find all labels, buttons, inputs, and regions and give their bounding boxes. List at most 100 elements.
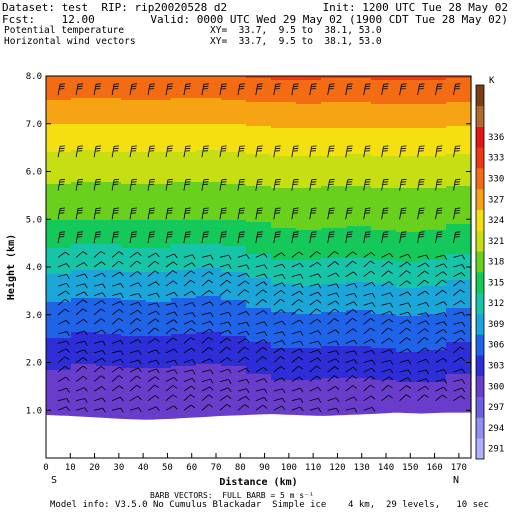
wind-barb <box>93 178 102 191</box>
theta-fill-cell <box>371 176 397 179</box>
theta-fill-cell <box>296 320 322 323</box>
theta-fill-cell <box>271 208 297 211</box>
theta-fill-cell <box>121 310 147 313</box>
theta-fill-cell <box>246 192 272 195</box>
theta-fill-cell <box>271 160 297 163</box>
theta-fill-cell <box>46 132 72 135</box>
wind-barb <box>183 359 196 364</box>
theta-fill-cell <box>246 128 272 131</box>
wind-barb <box>327 145 335 158</box>
theta-fill-cell <box>346 198 372 201</box>
theta-fill-cell <box>271 116 297 119</box>
wind-barb <box>201 358 214 363</box>
theta-fill-cell <box>321 136 347 139</box>
theta-fill-cell <box>221 368 247 371</box>
theta-fill-cell <box>296 142 322 145</box>
wind-barb <box>201 337 214 344</box>
theta-fill-cell <box>121 232 147 235</box>
theta-fill-cell <box>221 224 247 227</box>
theta-fill-cell <box>296 84 322 87</box>
theta-fill-cell <box>146 316 172 319</box>
theta-fill-cell <box>246 412 272 415</box>
theta-fill-cell <box>446 296 472 299</box>
theta-fill-cell <box>271 344 297 347</box>
theta-fill-cell <box>46 252 72 255</box>
theta-fill-cell <box>296 390 322 393</box>
theta-fill-cell <box>371 258 397 261</box>
theta-fill-cell <box>446 340 472 343</box>
theta-fill-cell <box>171 104 197 107</box>
theta-fill-cell <box>146 84 172 87</box>
theta-fill-cell <box>296 318 322 321</box>
theta-fill-cell <box>71 112 97 115</box>
theta-fill-cell <box>371 386 397 389</box>
theta-fill-cell <box>321 408 347 411</box>
wind-barb <box>183 385 196 392</box>
theta-fill-cell <box>146 136 172 139</box>
theta-fill-cell <box>321 246 347 249</box>
theta-fill-cell <box>371 332 397 335</box>
theta-fill-cell <box>371 302 397 305</box>
theta-fill-cell <box>371 222 397 225</box>
theta-fill-cell <box>46 388 72 391</box>
theta-fill-cell <box>421 280 447 283</box>
theta-fill-cell <box>346 254 372 257</box>
theta-fill-cell <box>71 118 97 121</box>
wind-barb <box>147 302 160 308</box>
theta-fill-cell <box>96 416 122 419</box>
wind-barb <box>273 298 285 306</box>
theta-fill-cell <box>271 382 297 385</box>
theta-fill-cell <box>421 90 447 93</box>
theta-fill-cell <box>246 314 272 317</box>
theta-fill-cell <box>221 244 247 247</box>
wind-barb <box>309 231 317 244</box>
theta-fill-cell <box>96 100 122 103</box>
wind-barb <box>237 231 245 244</box>
theta-fill-cell <box>96 324 122 327</box>
theta-fill-cell <box>346 318 372 321</box>
wind-barb <box>75 349 88 355</box>
theta-fill-cell <box>371 360 397 363</box>
theta-fill-cell <box>246 368 272 371</box>
wind-barb <box>435 357 448 363</box>
theta-fill-cell <box>346 362 372 365</box>
theta-fill-cell <box>396 158 422 161</box>
wind-barb <box>345 339 358 345</box>
theta-fill-cell <box>421 194 447 197</box>
theta-fill-cell <box>171 306 197 309</box>
theta-fill-cell <box>371 296 397 299</box>
wind-barb <box>417 378 430 383</box>
theta-fill-cell <box>321 148 347 151</box>
theta-fill-cell <box>446 380 472 383</box>
theta-fill-cell <box>446 126 472 129</box>
theta-fill-cell <box>71 126 97 129</box>
theta-fill-cell <box>421 76 447 79</box>
theta-fill-cell <box>396 170 422 173</box>
wind-barb <box>381 207 389 220</box>
theta-fill-cell <box>196 264 222 267</box>
theta-fill-cell <box>121 236 147 239</box>
colorbar-band <box>476 272 484 294</box>
theta-fill-cell <box>321 138 347 141</box>
theta-fill-cell <box>196 148 222 151</box>
theta-fill-cell <box>96 214 122 217</box>
theta-fill-cell <box>196 188 222 191</box>
theta-fill-cell <box>446 148 472 151</box>
theta-fill-cell <box>346 210 372 213</box>
theta-fill-cell <box>371 312 397 315</box>
theta-fill-cell <box>271 170 297 173</box>
theta-fill-cell <box>271 232 297 235</box>
theta-fill-cell <box>271 218 297 221</box>
theta-fill-cell <box>246 188 272 191</box>
theta-fill-cell <box>221 278 247 281</box>
theta-fill-cell <box>171 322 197 325</box>
theta-fill-cell <box>196 160 222 163</box>
theta-fill-cell <box>196 78 222 81</box>
theta-fill-cell <box>221 120 247 123</box>
theta-fill-cell <box>121 248 147 251</box>
theta-fill-cell <box>446 262 472 265</box>
theta-fill-cell <box>346 176 372 179</box>
theta-fill-cell <box>246 170 272 173</box>
theta-fill-cell <box>396 148 422 151</box>
theta-fill-cell <box>246 136 272 139</box>
